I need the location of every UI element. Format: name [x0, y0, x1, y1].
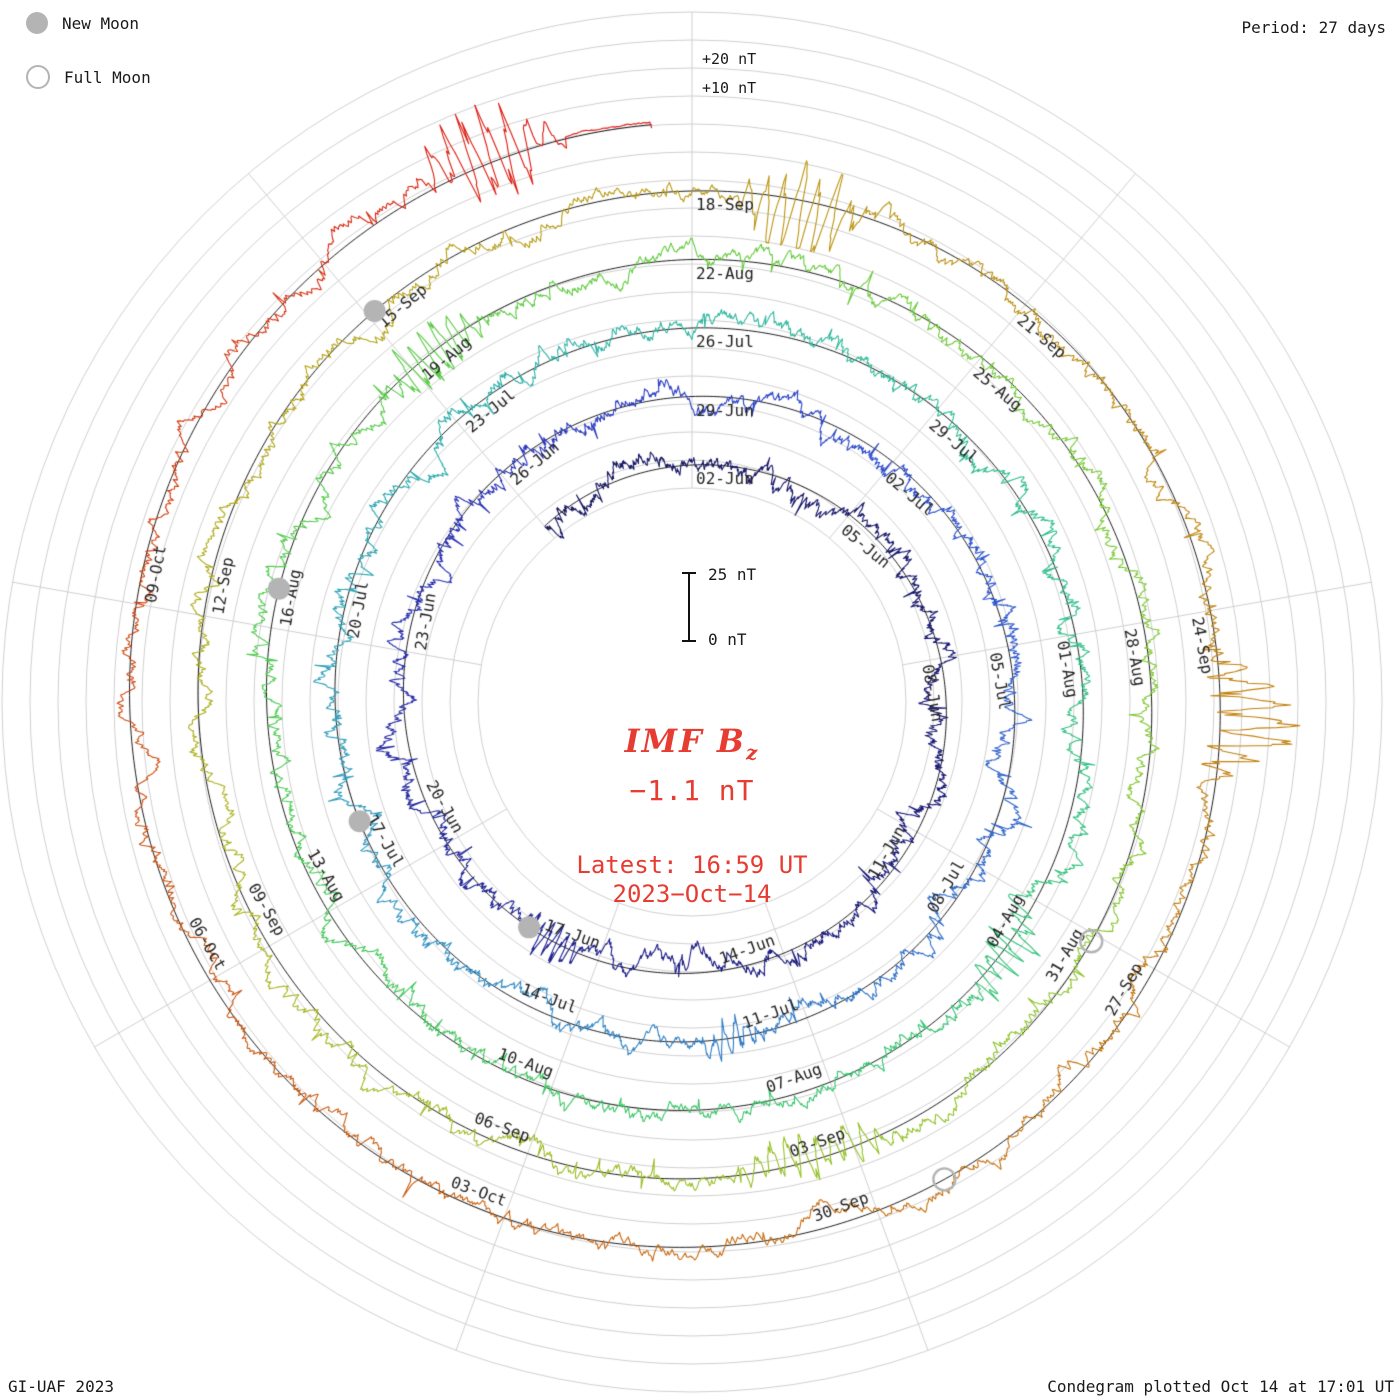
credit-label: GI-UAF 2023 — [8, 1377, 114, 1396]
ref-plus10-label: +10 nT — [702, 79, 757, 97]
scale-bar-bottom-cap — [682, 640, 696, 642]
latest-date-line: 2023−Oct−14 — [612, 880, 772, 909]
scale-bar-top-cap — [682, 572, 696, 574]
amplitude-scale-bar: 25 nT 0 nT — [682, 565, 792, 649]
latest-time-line: Latest: 16:59 UT — [576, 851, 808, 880]
imf-title-subscript: z — [745, 740, 760, 765]
latest-timestamp: Latest: 16:59 UT 2023−Oct−14 — [442, 851, 942, 909]
imf-bz-title: IMF Bz — [442, 722, 942, 764]
scale-bar-top-label: 25 nT — [708, 565, 757, 584]
scale-bar-line — [688, 572, 690, 642]
scale-bar-bottom-label: 0 nT — [708, 630, 747, 649]
imf-title-main: IMF B — [624, 722, 746, 760]
imf-bz-latest-value: −1.1 nT — [629, 774, 755, 808]
center-annotation: IMF Bz −1.1 nT Latest: 16:59 UT 2023−Oct… — [442, 722, 942, 909]
plotted-timestamp-label: Condegram plotted Oct 14 at 17:01 UT — [1047, 1377, 1394, 1396]
ref-plus20-label: +20 nT — [702, 50, 757, 68]
